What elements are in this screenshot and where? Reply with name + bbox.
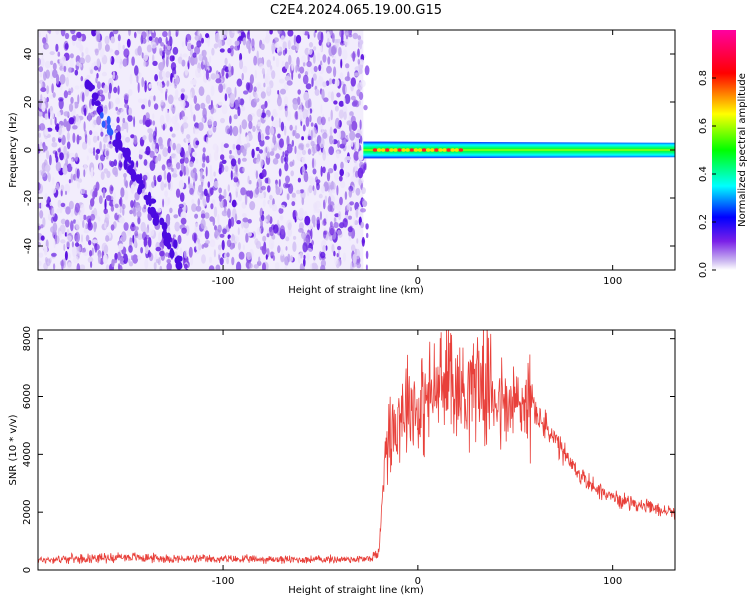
y-tick-label: 8000 <box>22 326 33 351</box>
colorbar-gradient <box>712 30 736 270</box>
colorbar-tick-label: 0.4 <box>698 166 709 182</box>
colorbar-tick-label: 0.0 <box>698 262 709 278</box>
snr-x-ticks: -100 0 100 <box>212 330 622 587</box>
snr-y-label: SNR (10 * v/v) <box>8 414 19 485</box>
spectrogram-y-label: Frequency (Hz) <box>8 112 19 188</box>
y-tick-label: -40 <box>23 238 34 254</box>
colorbar-label: Normalized spectral amplitude <box>737 73 748 227</box>
x-tick-label: -100 <box>212 276 235 287</box>
spectrogram-x-ticks: -100 0 100 <box>212 30 622 287</box>
snr-x-label: Height of straight line (km) <box>288 585 424 596</box>
colorbar-ticks: 0.0 0.2 0.4 0.6 0.8 <box>698 70 716 278</box>
snr-frame <box>37 329 676 571</box>
diagonal-streak <box>84 79 189 270</box>
spectrogram-x-label: Height of straight line (km) <box>288 285 424 296</box>
y-tick-label: 4000 <box>22 442 33 467</box>
x-tick-label: 0 <box>415 276 421 287</box>
x-tick-label: 0 <box>415 576 421 587</box>
y-tick-label: 2000 <box>22 499 33 524</box>
spectrogram-plot <box>38 30 675 270</box>
snr-plot <box>38 330 675 564</box>
y-tick-label: 20 <box>23 96 34 109</box>
x-tick-label: 100 <box>603 276 622 287</box>
colorbar-tick-label: 0.8 <box>698 70 709 86</box>
colorbar-tick-label: 0.2 <box>698 214 709 230</box>
signal-core <box>372 148 464 152</box>
x-tick-label: 100 <box>603 576 622 587</box>
spectrogram-panel: -100 0 100 -40 -20 0 20 40 Height of straight … <box>8 29 676 296</box>
y-tick-label: 6000 <box>22 384 33 409</box>
y-tick-label: -20 <box>23 190 34 206</box>
snr-y-ticks: 0 2000 4000 6000 8000 <box>22 326 675 573</box>
signal-band <box>363 141 675 159</box>
x-tick-label: -100 <box>212 576 235 587</box>
y-tick-label: 0 <box>23 147 34 153</box>
chart-title: C2E4.2024.065.19.00.G15 <box>270 3 442 18</box>
y-tick-label: 0 <box>22 567 33 573</box>
spectrogram-y-ticks: -40 -20 0 20 40 <box>23 48 675 254</box>
colorbar: 0.0 0.2 0.4 0.6 0.8 Normalized spectral ampl… <box>698 30 748 278</box>
y-tick-label: 40 <box>23 48 34 61</box>
snr-line <box>38 330 675 564</box>
colorbar-tick-label: 0.6 <box>698 118 709 134</box>
